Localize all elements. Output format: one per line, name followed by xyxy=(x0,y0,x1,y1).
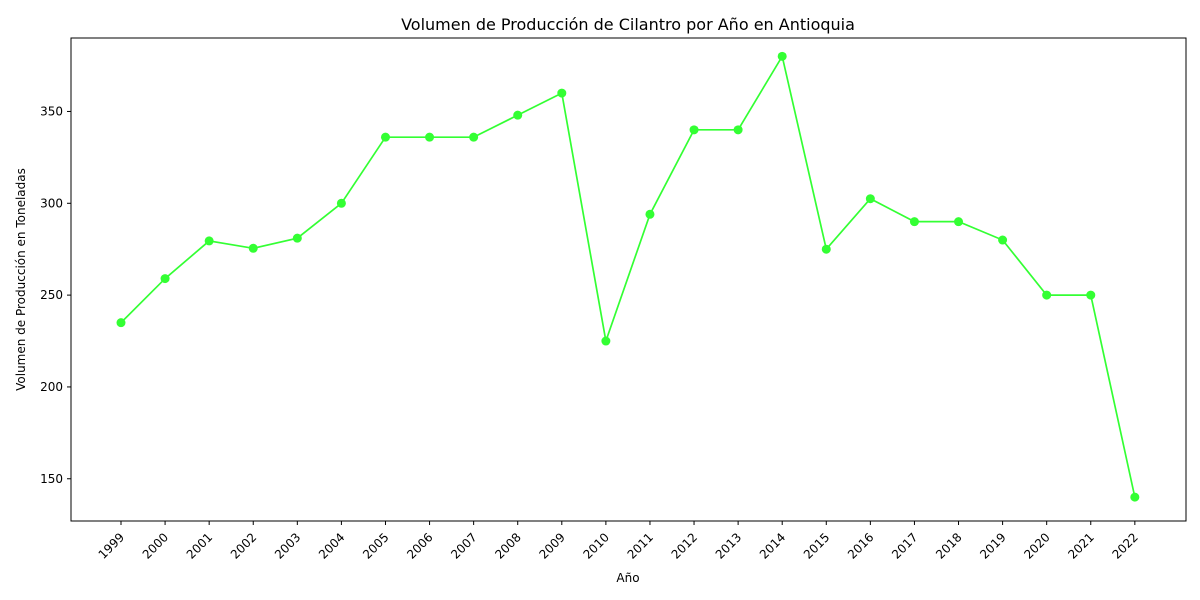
y-axis: 150 200 250 300 350 xyxy=(40,104,71,486)
data-point xyxy=(116,318,126,328)
x-tick-label: 2011 xyxy=(625,530,656,561)
x-tick-label: 2019 xyxy=(977,530,1008,561)
data-point xyxy=(601,336,611,346)
data-point xyxy=(777,51,787,61)
y-tick-label: 300 xyxy=(40,196,63,210)
y-axis-label: Volumen de Producción en Toneladas xyxy=(14,168,28,391)
x-axis-label: Año xyxy=(616,571,639,585)
x-tick-label: 2021 xyxy=(1065,530,1096,561)
x-tick-label: 2020 xyxy=(1021,530,1052,561)
data-point xyxy=(909,217,919,227)
y-tick-label: 200 xyxy=(40,380,63,394)
data-point xyxy=(380,132,390,142)
x-tick-label: 2000 xyxy=(140,530,171,561)
series-line xyxy=(120,54,1136,498)
x-tick-label: 2010 xyxy=(581,530,612,561)
x-tick-label: 2015 xyxy=(801,530,832,561)
data-point xyxy=(248,243,258,253)
x-axis: 1999 2000 2001 2002 2003 2004 2005 2006 2007 2008… xyxy=(96,521,1141,562)
y-tick-label: 150 xyxy=(40,472,63,486)
data-point xyxy=(160,274,170,284)
data-point xyxy=(557,88,567,98)
x-tick-label: 2007 xyxy=(448,530,479,561)
x-tick-label: 2005 xyxy=(360,530,391,561)
data-point xyxy=(689,125,699,135)
data-point xyxy=(998,235,1008,245)
x-tick-label: 2022 xyxy=(1109,530,1140,561)
data-point xyxy=(425,132,435,142)
data-point xyxy=(733,125,743,135)
data-point xyxy=(469,132,479,142)
x-tick-label: 2003 xyxy=(272,530,303,561)
x-tick-label: 2012 xyxy=(669,530,700,561)
data-point xyxy=(1130,492,1140,502)
y-tick-label: 250 xyxy=(40,288,63,302)
y-tick-label: 350 xyxy=(40,104,63,118)
x-tick-label: 2008 xyxy=(492,530,523,561)
x-tick-label: 2013 xyxy=(713,530,744,561)
x-tick-label: 2001 xyxy=(184,530,215,561)
x-tick-label: 2002 xyxy=(228,530,259,561)
data-point xyxy=(645,209,655,219)
x-tick-label: 2004 xyxy=(316,530,347,561)
x-tick-label: 2018 xyxy=(933,530,964,561)
data-point xyxy=(204,236,214,246)
data-point xyxy=(1086,290,1096,300)
x-tick-label: 2006 xyxy=(404,530,435,561)
x-tick-label: 2017 xyxy=(889,530,920,561)
data-point xyxy=(336,198,346,208)
x-tick-label: 1999 xyxy=(96,530,127,561)
data-point xyxy=(821,244,831,254)
data-point xyxy=(865,194,875,204)
x-tick-label: 2009 xyxy=(536,530,567,561)
plot-area xyxy=(116,51,1140,502)
x-tick-label: 2014 xyxy=(757,530,788,561)
data-point xyxy=(292,233,302,243)
data-point xyxy=(1042,290,1052,300)
plot-frame xyxy=(70,37,1187,522)
x-tick-label: 2016 xyxy=(845,530,876,561)
data-point xyxy=(954,217,964,227)
data-point xyxy=(513,110,523,120)
chart-title: Volumen de Producción de Cilantro por Añ… xyxy=(401,15,855,34)
